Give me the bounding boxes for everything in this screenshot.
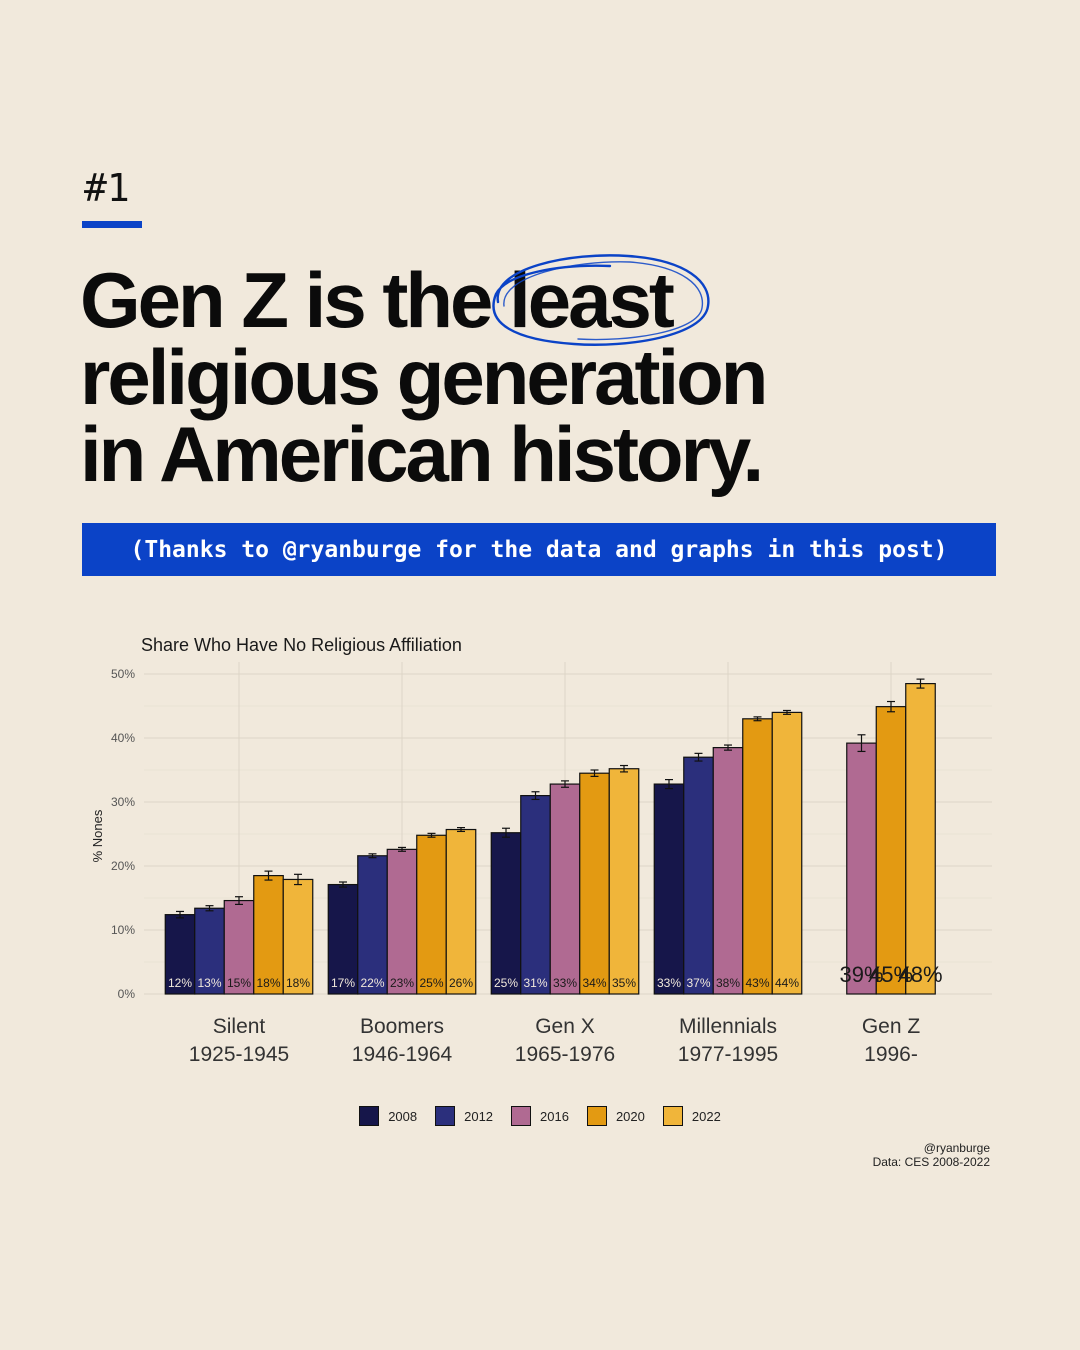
bar-value-label: 18% bbox=[286, 976, 310, 990]
bar-silent-2022 bbox=[282, 878, 314, 995]
bar-value-label: 34% bbox=[582, 976, 606, 990]
legend-swatch bbox=[511, 1106, 532, 1126]
bar-value-label: 12% bbox=[168, 976, 192, 990]
bar-value-label: 48% bbox=[898, 962, 942, 987]
legend-label: 2012 bbox=[464, 1108, 494, 1124]
headline-line-1-prefix: Gen Z is the bbox=[80, 256, 510, 344]
bar-value-label: 39% bbox=[839, 962, 883, 987]
bar-millennials-2020 bbox=[742, 718, 773, 995]
bar-gen-x-2012 bbox=[520, 794, 551, 995]
x-tick-label-name: Silent bbox=[213, 1015, 266, 1038]
bar-value-label: 33% bbox=[553, 976, 577, 990]
bar-gen-x-2016 bbox=[549, 783, 581, 995]
bar-boomers-2012 bbox=[357, 855, 388, 995]
chart-y-axis-label: % Nones bbox=[90, 809, 105, 862]
chart-title: Share Who Have No Religious Affiliation bbox=[141, 635, 462, 655]
bar-gen-z-2016 bbox=[846, 742, 877, 995]
legend-swatch bbox=[359, 1106, 380, 1126]
legend-item-2008: 2008 bbox=[359, 1106, 417, 1126]
chart-footnote: @ryanburge Data: CES 2008-2022 bbox=[873, 1141, 990, 1169]
headline: Gen Z is the least religious generation … bbox=[80, 261, 768, 498]
bar-value-label: 26% bbox=[449, 976, 473, 990]
bar-value-label: 33% bbox=[657, 976, 681, 990]
x-tick-label-name: Millennials bbox=[679, 1015, 777, 1038]
y-tick-label: 20% bbox=[111, 859, 135, 873]
bar-value-label: 13% bbox=[197, 976, 221, 990]
bar-silent-2008 bbox=[164, 914, 196, 995]
bar-value-label: 31% bbox=[523, 976, 547, 990]
chart-source: Data: CES 2008-2022 bbox=[872, 1155, 990, 1169]
slide-number: #1 bbox=[84, 166, 130, 210]
legend-swatch bbox=[586, 1106, 607, 1126]
bar-value-label: 25% bbox=[494, 976, 518, 990]
legend-swatch bbox=[435, 1106, 456, 1126]
legend-item-2020: 2020 bbox=[586, 1106, 645, 1126]
bar-millennials-2016 bbox=[712, 746, 744, 995]
bar-boomers-2020 bbox=[416, 834, 447, 995]
legend-label: 2008 bbox=[388, 1108, 418, 1124]
bar-value-label: 25% bbox=[419, 976, 443, 990]
bar-boomers-2016 bbox=[386, 848, 418, 995]
bar-value-label: 44% bbox=[775, 976, 799, 990]
bar-value-label: 23% bbox=[390, 976, 414, 990]
bar-gen-z-2020 bbox=[875, 706, 907, 995]
bar-gen-x-2008 bbox=[490, 832, 522, 995]
legend-swatch bbox=[662, 1106, 683, 1126]
bar-value-label: 38% bbox=[716, 976, 740, 990]
legend-item-2022: 2022 bbox=[662, 1106, 721, 1126]
bar-millennials-2022 bbox=[771, 711, 803, 995]
y-tick-label: 30% bbox=[111, 795, 135, 809]
bar-boomers-2008 bbox=[327, 883, 359, 995]
headline-line-3: in American history. bbox=[80, 410, 764, 498]
legend-label: 2020 bbox=[615, 1108, 645, 1124]
x-tick-label-years: 1965-1976 bbox=[515, 1043, 615, 1066]
bar-boomers-2022 bbox=[445, 828, 477, 995]
x-tick-label-years: 1996- bbox=[864, 1043, 918, 1066]
bar-value-label: 37% bbox=[686, 976, 710, 990]
legend-item-2016: 2016 bbox=[511, 1106, 569, 1126]
x-tick-label-years: 1946-1964 bbox=[352, 1043, 453, 1066]
credit-banner: (Thanks to @ryanburge for the data and g… bbox=[82, 523, 996, 576]
legend-label: 2016 bbox=[540, 1108, 569, 1124]
bar-value-label: 18% bbox=[256, 976, 280, 990]
y-tick-label: 40% bbox=[111, 731, 135, 745]
headline-line-2: religious generation bbox=[80, 333, 768, 421]
bar-silent-2020 bbox=[253, 874, 284, 995]
legend-item-2012: 2012 bbox=[435, 1106, 493, 1126]
bar-value-label: 35% bbox=[612, 976, 636, 990]
slide-number-underline bbox=[82, 221, 142, 228]
legend-label: 2022 bbox=[691, 1108, 721, 1124]
chart-credit: @ryanburge bbox=[923, 1141, 990, 1155]
bar-value-label: 15% bbox=[227, 976, 251, 990]
x-tick-label-name: Gen Z bbox=[862, 1015, 921, 1038]
y-tick-label: 50% bbox=[111, 667, 135, 681]
y-tick-label: 0% bbox=[118, 987, 136, 1001]
bar-gen-x-2020 bbox=[579, 772, 610, 995]
bar-value-label: 17% bbox=[331, 976, 355, 990]
bar-value-label: 45% bbox=[869, 962, 913, 987]
bar-millennials-2008 bbox=[653, 783, 685, 995]
chart-legend: 2008 2012 2016 2020 2022 bbox=[0, 1106, 1080, 1126]
x-tick-label-name: Boomers bbox=[360, 1015, 444, 1038]
x-tick-label-years: 1977-1995 bbox=[678, 1043, 778, 1066]
bar-gen-z-2022 bbox=[905, 682, 936, 995]
x-tick-label-name: Gen X bbox=[535, 1015, 595, 1038]
y-tick-label: 10% bbox=[111, 923, 135, 937]
bar-gen-x-2022 bbox=[608, 768, 640, 995]
bar-silent-2016 bbox=[223, 899, 255, 995]
x-tick-label-years: 1925-1945 bbox=[189, 1043, 289, 1066]
bar-value-label: 22% bbox=[360, 976, 384, 990]
bar-value-label: 43% bbox=[745, 976, 769, 990]
bar-millennials-2012 bbox=[683, 756, 714, 995]
